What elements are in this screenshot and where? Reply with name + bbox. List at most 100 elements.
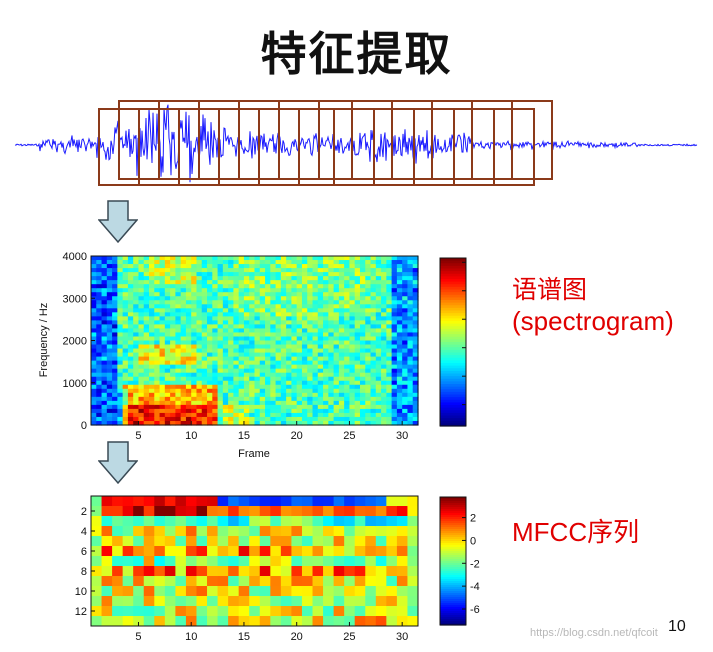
spectrogram-cell bbox=[238, 264, 245, 269]
spectrogram-cell bbox=[259, 348, 266, 354]
spectrogram-cell bbox=[365, 264, 372, 269]
spectrogram-cell bbox=[307, 340, 314, 346]
spectrogram-cell bbox=[196, 280, 203, 285]
spectrogram-cell bbox=[328, 348, 335, 354]
spectrogram-cell bbox=[180, 372, 187, 378]
spectrogram-cell bbox=[354, 288, 361, 293]
mfcc-cell bbox=[175, 536, 187, 547]
spectrogram-cell bbox=[106, 292, 113, 297]
spectrogram-cell bbox=[201, 296, 208, 301]
spectrogram-cell bbox=[407, 328, 414, 334]
spectrogram-cell bbox=[317, 356, 324, 362]
spectrogram-cell bbox=[275, 356, 282, 362]
spectrogram-cell bbox=[96, 340, 103, 346]
spectrogram-cell bbox=[154, 300, 161, 305]
mfcc-cell bbox=[112, 576, 124, 587]
spectrogram-cell bbox=[191, 340, 198, 346]
spectrogram-cell bbox=[396, 260, 403, 265]
mfcc-cell bbox=[301, 616, 314, 627]
spectrogram-cell bbox=[296, 372, 303, 378]
spectrogram-cell bbox=[391, 412, 398, 418]
spectrogram-cell bbox=[254, 300, 261, 305]
spectrogram-cell bbox=[291, 332, 298, 338]
spectrogram-cell bbox=[201, 268, 208, 273]
spectrogram-cell bbox=[391, 316, 398, 321]
spectrogram-cell bbox=[122, 368, 129, 374]
spectrogram-cell bbox=[312, 332, 319, 338]
spectrogram-cell bbox=[381, 344, 387, 350]
spectrogram-cell bbox=[212, 280, 219, 285]
spectrogram-cell bbox=[391, 324, 398, 330]
spectrogram-cell bbox=[375, 396, 382, 402]
spectrogram-cell bbox=[317, 332, 324, 338]
spectrogram-cell bbox=[381, 404, 387, 410]
spectrogram-cell bbox=[143, 320, 150, 325]
spectrogram-cell bbox=[338, 280, 345, 285]
spectrogram-cell bbox=[180, 316, 187, 321]
mfcc-cell bbox=[133, 586, 145, 597]
spectrogram-cell bbox=[402, 412, 409, 418]
spectrogram-cell bbox=[338, 332, 345, 338]
spectrogram-cell bbox=[91, 336, 97, 342]
spectrogram-cell bbox=[344, 312, 351, 317]
spectrogram-cell bbox=[370, 312, 377, 317]
mfcc-cell bbox=[217, 596, 229, 607]
spectrogram-cell bbox=[286, 408, 293, 414]
spectrogram-cell bbox=[407, 396, 414, 402]
mfcc-cell bbox=[122, 566, 134, 577]
mfcc-cell bbox=[238, 606, 250, 617]
mfcc-cell bbox=[291, 616, 303, 627]
spectrogram-cell bbox=[254, 352, 261, 358]
spectrogram-cell bbox=[344, 280, 351, 285]
spectrogram-cell bbox=[386, 384, 393, 390]
spectrogram-cell bbox=[259, 312, 266, 317]
spectrogram-cell bbox=[365, 320, 372, 325]
mfcc-colorbar-tick: -2 bbox=[470, 558, 480, 570]
spectrogram-cell bbox=[191, 348, 198, 354]
mfcc-cell bbox=[185, 496, 197, 507]
mfcc-cell bbox=[344, 556, 356, 567]
spectrogram-cell bbox=[127, 340, 134, 346]
spectrogram-cell bbox=[133, 264, 140, 269]
spectrogram-cell bbox=[275, 416, 282, 422]
spectrogram-cell bbox=[149, 308, 155, 313]
spectrogram-cell bbox=[207, 332, 213, 338]
spectrogram-cell bbox=[386, 256, 393, 261]
spectrogram-cell bbox=[280, 308, 287, 313]
mfcc-cell bbox=[396, 526, 408, 537]
mfcc-cell bbox=[323, 526, 335, 537]
mfcc-cell bbox=[365, 546, 377, 557]
spectrogram-cell bbox=[222, 372, 229, 378]
spectrogram-cell bbox=[386, 284, 393, 289]
spectrogram-cell bbox=[133, 404, 140, 410]
spectrogram-cell bbox=[106, 316, 113, 321]
spectrogram-cell bbox=[296, 276, 303, 281]
spectrogram-cell bbox=[185, 312, 192, 317]
spectrogram-cell bbox=[127, 296, 134, 301]
mfcc-cell bbox=[396, 596, 408, 607]
spectrogram-cell bbox=[143, 324, 150, 330]
spectrogram-cell bbox=[222, 300, 229, 305]
spectrogram-cell bbox=[122, 400, 129, 406]
spectrogram-cell bbox=[265, 280, 271, 285]
spectrogram-cell bbox=[149, 260, 155, 265]
spectrogram-cell bbox=[217, 408, 224, 414]
spectrogram-cell bbox=[291, 268, 298, 273]
spectrogram-cell bbox=[391, 256, 398, 261]
spectrogram-cell bbox=[138, 372, 145, 378]
spectrogram-cell bbox=[222, 356, 229, 362]
spectrogram-cell bbox=[191, 360, 198, 366]
mfcc-cell bbox=[344, 536, 356, 547]
spectrogram-cell bbox=[212, 408, 219, 414]
spectrogram-cell bbox=[180, 284, 187, 289]
spectrogram-xtick-label: 10 bbox=[185, 430, 197, 442]
spectrogram-cell bbox=[91, 416, 97, 422]
spectrogram-cell bbox=[217, 312, 224, 317]
mfcc-cell bbox=[154, 536, 166, 547]
spectrogram-cell bbox=[180, 396, 187, 402]
spectrogram-cell bbox=[170, 408, 176, 414]
down-arrow-icon bbox=[98, 200, 138, 244]
spectrogram-cell bbox=[212, 384, 219, 390]
spectrogram-cell bbox=[381, 360, 387, 366]
spectrogram-cell bbox=[307, 408, 314, 414]
